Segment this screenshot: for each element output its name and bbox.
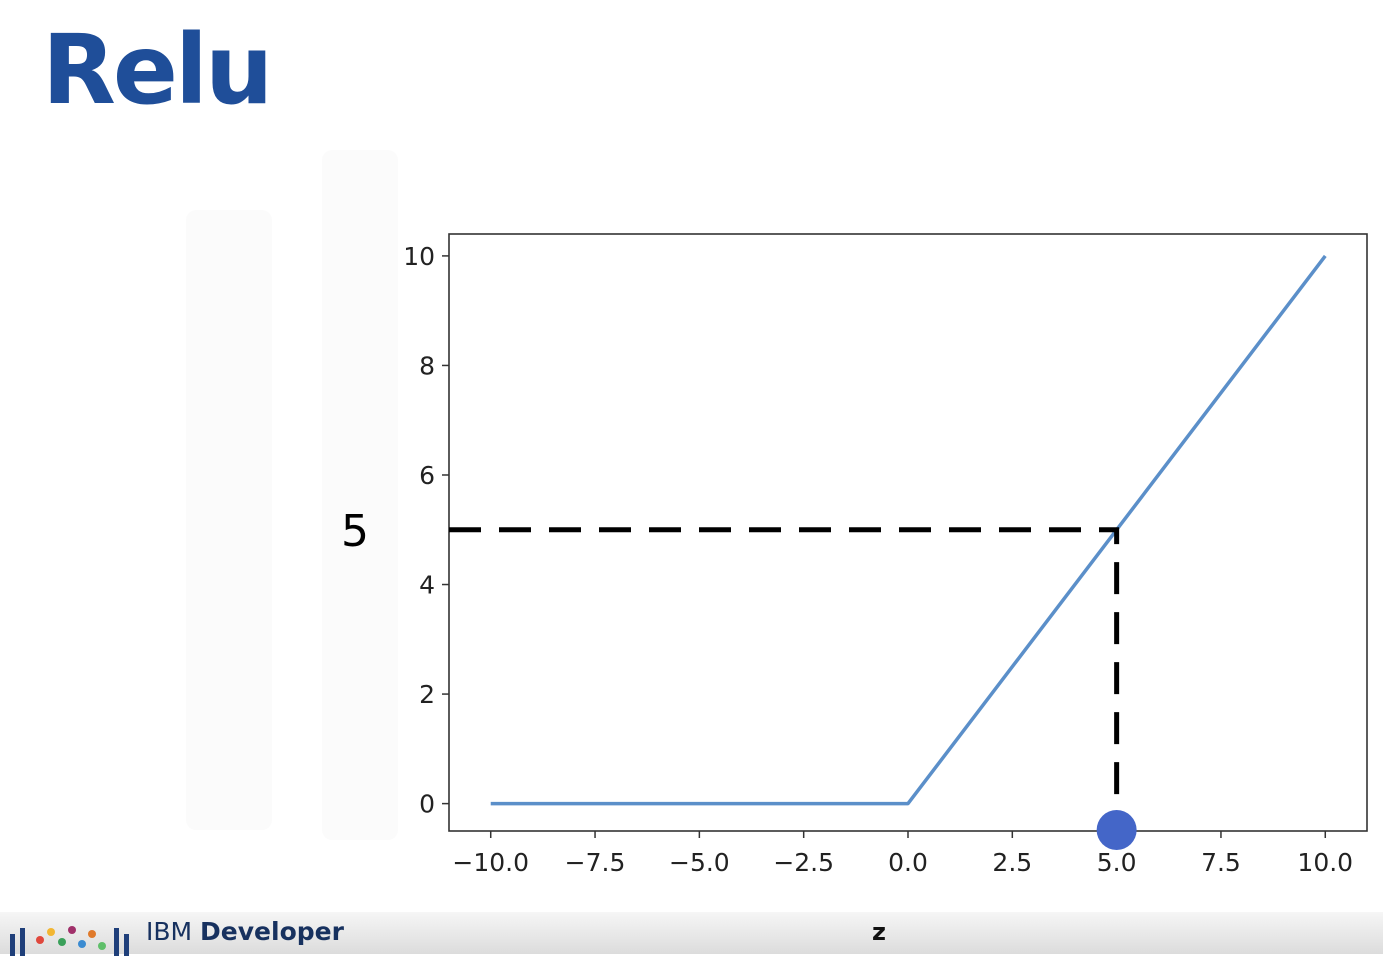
brand-prefix: IBM xyxy=(146,917,193,946)
y-tick-label: 8 xyxy=(419,351,435,380)
y-tick-label: 0 xyxy=(419,790,435,819)
background-watermark-mid xyxy=(322,150,398,840)
x-tick-label: 2.5 xyxy=(992,848,1032,877)
brand-suffix: Developer xyxy=(200,917,344,946)
x-axis-ticks: −10.0 −7.5 −5.0 −2.5 0.0 2.5 5.0 7.5 10.0 xyxy=(452,831,1353,877)
x-tick-label: −7.5 xyxy=(565,848,626,877)
y-tick-label: 4 xyxy=(419,571,435,600)
x-tick-label: 0.0 xyxy=(888,848,928,877)
x-tick-label: −5.0 xyxy=(669,848,730,877)
x-tick-label: 5.0 xyxy=(1097,848,1137,877)
footer-bar xyxy=(0,912,1383,956)
series-line-relu xyxy=(490,254,1327,806)
y-axis-ticks: 0 2 4 6 8 10 xyxy=(403,242,449,819)
x-tick-label: −10.0 xyxy=(452,848,529,877)
slide-title: Relu xyxy=(42,14,273,126)
x-axis-label: z xyxy=(872,918,886,946)
plot-frame xyxy=(448,233,1368,832)
annotation-dashed-guide xyxy=(449,527,1120,831)
y-tick-label: 2 xyxy=(419,680,435,709)
annotation-value-label: 5 xyxy=(341,506,369,557)
y-tick-label: 6 xyxy=(419,461,435,490)
x-tick-label: −2.5 xyxy=(773,848,834,877)
ibm-developer-logo-icon xyxy=(10,926,129,956)
x-tick-label: 7.5 xyxy=(1201,848,1241,877)
background-watermark-left xyxy=(186,210,272,830)
y-tick-label: 10 xyxy=(403,242,435,271)
x-tick-label: 10.0 xyxy=(1297,848,1353,877)
annotation-point-marker xyxy=(1096,810,1137,850)
brand-name: IBM Developer xyxy=(146,917,344,946)
